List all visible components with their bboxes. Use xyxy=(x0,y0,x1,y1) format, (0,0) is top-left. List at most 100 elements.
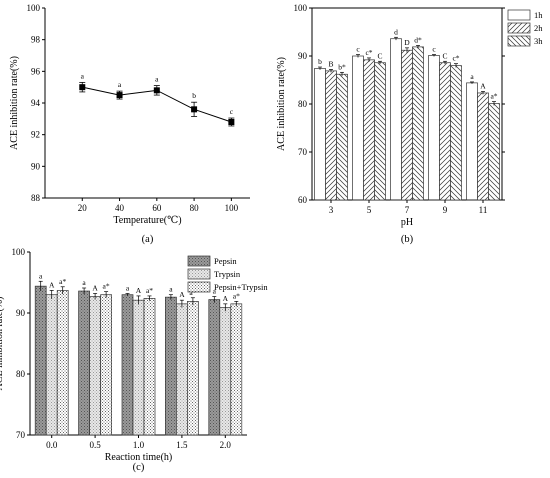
x-tick-label: 80 xyxy=(190,203,200,213)
y-tick-label: 70 xyxy=(298,147,308,157)
significance-label: c* xyxy=(365,48,372,57)
significance-label: c xyxy=(432,45,436,54)
significance-label: d xyxy=(394,27,398,36)
significance-label: a xyxy=(213,287,217,296)
bar xyxy=(374,62,386,201)
data-point xyxy=(116,92,123,99)
significance-label: D xyxy=(404,38,410,47)
significance-label: a* xyxy=(103,282,110,291)
significance-label: a* xyxy=(146,286,153,295)
legend-label: Pepsin xyxy=(214,256,237,266)
data-point xyxy=(228,119,235,125)
bar xyxy=(89,296,101,436)
significance-label: a xyxy=(118,80,122,89)
x-tick-label: 0.5 xyxy=(89,440,101,450)
legend: Pepsin Trypsin Pepsin+Trypsin xyxy=(187,255,268,293)
bar xyxy=(187,301,199,436)
legend-label: 1h xyxy=(534,10,543,20)
significance-label: A xyxy=(223,294,229,303)
y-tick-label: 60 xyxy=(298,195,308,205)
legend-swatch xyxy=(187,281,211,293)
significance-label: A xyxy=(136,286,142,295)
x-tick-label: 1.0 xyxy=(133,440,145,450)
bar xyxy=(78,290,90,436)
y-axis-title: ACE inhibition rate(%) xyxy=(276,57,287,151)
legend-swatch xyxy=(507,35,531,47)
significance-label: a xyxy=(81,71,85,80)
panel-label: (b) xyxy=(401,234,414,245)
legend-label: Trypsin xyxy=(214,269,241,279)
y-axis-title: ACE inhibition rate(%) xyxy=(0,297,5,391)
bar xyxy=(401,49,413,201)
x-axis-title: pH xyxy=(401,217,413,228)
bar xyxy=(132,299,145,436)
bar xyxy=(219,307,232,436)
legend: 1h 2h 3h xyxy=(507,9,543,47)
significance-label: c* xyxy=(452,54,459,63)
x-tick-label: 5 xyxy=(367,205,372,215)
y-tick-label: 90 xyxy=(298,51,308,61)
significance-label: c xyxy=(230,107,234,116)
y-tick-label: 92 xyxy=(31,130,40,140)
x-tick-label: 40 xyxy=(115,203,125,213)
bar xyxy=(412,46,424,201)
x-tick-label: 7 xyxy=(405,205,410,215)
significance-label: a xyxy=(169,285,173,294)
bar xyxy=(165,296,177,436)
y-tick-label: 90 xyxy=(31,161,41,171)
y-tick-label: 88 xyxy=(31,193,41,203)
significance-label: a xyxy=(470,72,474,81)
significance-label: a xyxy=(82,278,86,287)
y-tick-label: 100 xyxy=(294,3,308,13)
significance-label: C xyxy=(377,51,382,60)
bar xyxy=(121,294,134,436)
bar xyxy=(56,290,69,436)
x-tick-label: 9 xyxy=(443,205,448,215)
y-axis-title: ACE inhibition rate(%) xyxy=(9,56,20,150)
legend-label: 2h xyxy=(534,23,543,33)
significance-label: a* xyxy=(59,277,66,286)
x-tick-label: 2.0 xyxy=(220,440,232,450)
significance-label: b xyxy=(192,91,196,100)
legend-label: 3h xyxy=(534,36,543,46)
x-tick-label: 1.5 xyxy=(176,440,188,450)
significance-label: b xyxy=(318,57,322,66)
y-tick-label: 100 xyxy=(27,3,41,13)
legend-swatch xyxy=(507,22,531,34)
bar xyxy=(208,299,221,436)
bar xyxy=(336,73,348,201)
y-tick-label: 80 xyxy=(16,369,26,379)
significance-label: A xyxy=(179,290,185,299)
significance-label: d* xyxy=(414,35,422,44)
significance-label: b* xyxy=(338,62,346,71)
bar xyxy=(314,68,326,201)
legend-swatch xyxy=(507,9,531,21)
bar xyxy=(34,285,47,436)
y-tick-label: 96 xyxy=(31,66,41,76)
y-tick-label: 70 xyxy=(16,430,26,440)
significance-label: a xyxy=(155,75,159,84)
bar xyxy=(45,294,58,436)
bar xyxy=(439,62,451,201)
data-point xyxy=(79,84,86,91)
x-axis-title: Temperature(℃) xyxy=(113,215,181,226)
x-tick-label: 3 xyxy=(329,205,334,215)
panel-label: (c) xyxy=(133,462,145,473)
significance-label: A xyxy=(49,280,55,289)
legend-swatch xyxy=(187,268,211,280)
bar xyxy=(466,82,478,201)
y-tick-label: 90 xyxy=(16,308,26,318)
chart-a: 88 90 92 94 96 98 100 ACE inhibition rate(%) (a)… xyxy=(9,3,250,245)
significance-label: a* xyxy=(490,92,497,101)
legend-label: Pepsin+Trypsin xyxy=(214,282,268,292)
significance-label: C xyxy=(442,51,447,60)
bar xyxy=(488,103,500,201)
panel-label: (a) xyxy=(142,234,154,245)
y-tick-label: 80 xyxy=(298,99,308,109)
data-point xyxy=(153,87,160,94)
x-tick-label: 60 xyxy=(152,203,162,213)
bar xyxy=(143,298,156,436)
bar xyxy=(363,59,375,201)
